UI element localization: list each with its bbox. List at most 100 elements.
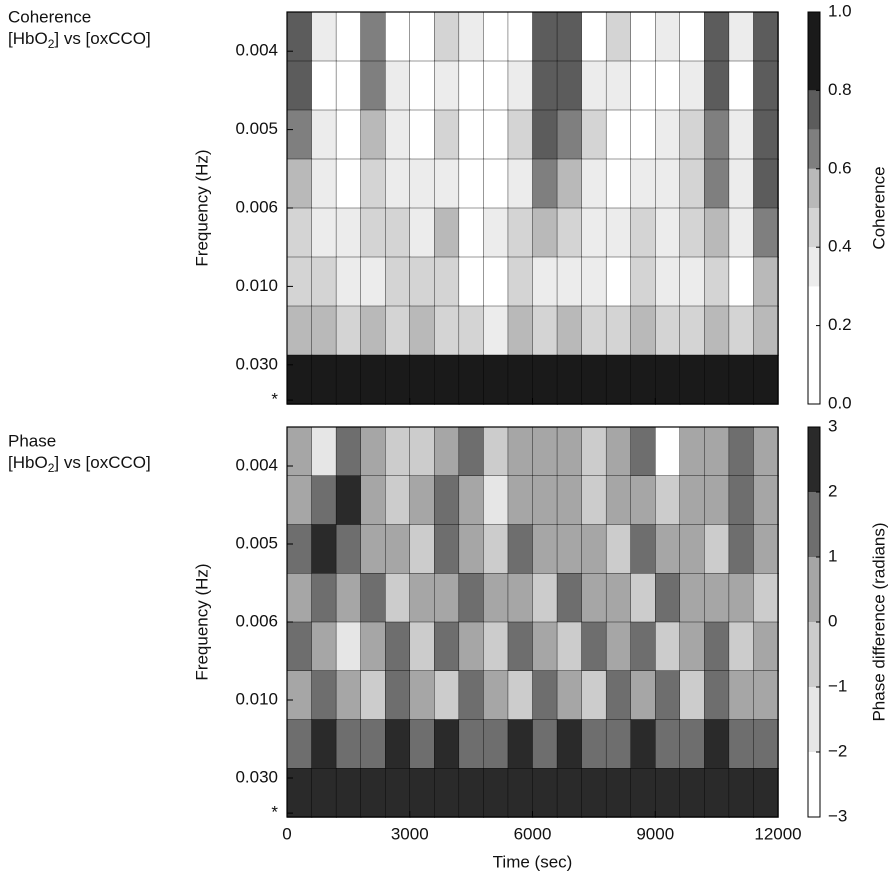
- heat-cell: [605, 158, 632, 209]
- heat-cell: [556, 207, 583, 258]
- heat-cell: [483, 670, 509, 721]
- heat-cell: [630, 11, 656, 62]
- heat-cell: [409, 158, 435, 209]
- heat-cell: [679, 60, 706, 111]
- heat-cell: [532, 524, 558, 574]
- heat-cell: [753, 475, 779, 526]
- heat-cell: [385, 207, 411, 258]
- colorbar-tick-label: 1.0: [828, 1, 852, 20]
- heat-cell: [335, 207, 362, 258]
- heat-cell: [335, 621, 362, 672]
- panel: Coherence[HbO2] vs [oxCCO]0.0040.0050.00…: [8, 1, 888, 412]
- heat-cell: [458, 426, 485, 477]
- heat-cell: [360, 305, 386, 356]
- heat-cell: [728, 207, 755, 258]
- heat-cell: [753, 256, 779, 307]
- heat-cell: [630, 719, 656, 769]
- heat-cell: [507, 719, 534, 769]
- heat-cell: [556, 621, 583, 672]
- x-tick-label: 9000: [636, 824, 674, 843]
- heat-cell: [335, 426, 362, 477]
- heat-cell: [286, 60, 313, 111]
- panel-label: Coherence: [8, 7, 91, 26]
- heat-cell: [385, 109, 411, 160]
- heat-cell: [335, 60, 362, 111]
- heat-cell: [286, 475, 313, 526]
- heat-cell: [556, 60, 583, 111]
- heat-cell: [335, 573, 362, 623]
- heat-cell: [385, 11, 411, 62]
- heat-cell: [704, 354, 730, 405]
- y-tick-label: 0.005: [235, 533, 278, 552]
- heat-cell: [556, 109, 583, 160]
- colorbar-tick-label: 0.0: [828, 393, 852, 412]
- heat-cell: [385, 621, 411, 672]
- y-tick-label: 0.030: [235, 767, 278, 786]
- heat-cell: [630, 426, 656, 477]
- heat-cell: [483, 426, 509, 477]
- sublabel-part: [HbO: [8, 29, 48, 48]
- heat-cell: [581, 11, 607, 62]
- x-tick-label: 6000: [514, 824, 552, 843]
- heat-cell: [409, 768, 435, 818]
- heat-cell: [458, 621, 485, 672]
- colorbar-tick-label: −1: [828, 676, 847, 695]
- heat-cell: [483, 524, 509, 574]
- heat-cell: [507, 11, 534, 62]
- heat-cell: [409, 670, 435, 721]
- heat-cell: [458, 305, 485, 356]
- heat-cell: [434, 475, 460, 526]
- heat-cell: [286, 670, 313, 721]
- heat-cell: [458, 109, 485, 160]
- heat-cell: [655, 60, 681, 111]
- heat-cell: [409, 524, 435, 574]
- heat-cell: [630, 256, 656, 307]
- heat-cell: [507, 109, 534, 160]
- heat-cell: [679, 11, 706, 62]
- heat-cell: [458, 354, 485, 405]
- colorbar-band: [808, 687, 820, 752]
- heat-cell: [532, 719, 558, 769]
- heat-cell: [434, 256, 460, 307]
- colorbar-band: [808, 247, 820, 287]
- heat-cell: [556, 670, 583, 721]
- heat-cell: [605, 207, 632, 258]
- heat-cell: [630, 109, 656, 160]
- heat-cell: [385, 256, 411, 307]
- heat-cell: [434, 158, 460, 209]
- heat-cell: [605, 426, 632, 477]
- heat-cell: [581, 207, 607, 258]
- colorbar-band: [808, 752, 820, 817]
- heat-cell: [728, 670, 755, 721]
- heat-cell: [434, 524, 460, 574]
- heat-cell: [728, 768, 755, 818]
- sublabel-part: 2: [48, 461, 55, 475]
- heat-cell: [507, 621, 534, 672]
- heat-cell: [556, 719, 583, 769]
- heat-cell: [605, 573, 632, 623]
- heat-cell: [360, 109, 386, 160]
- heat-cell: [753, 719, 779, 769]
- heat-cell: [556, 573, 583, 623]
- colorbar-band: [808, 557, 820, 622]
- heat-cell: [385, 305, 411, 356]
- heat-cell: [483, 158, 509, 209]
- heat-cell: [335, 719, 362, 769]
- heat-cell: [605, 670, 632, 721]
- heat-cell: [286, 109, 313, 160]
- heat-cell: [581, 475, 607, 526]
- colorbar-band: [808, 208, 820, 248]
- heat-cell: [434, 573, 460, 623]
- colorbar-band: [808, 90, 820, 130]
- colorbar-band: [808, 492, 820, 557]
- colorbar-label: Phase difference (radians): [869, 522, 888, 721]
- heat-cell: [458, 670, 485, 721]
- heat-cell: [532, 621, 558, 672]
- heat-cell: [286, 11, 313, 62]
- heat-cell: [704, 621, 730, 672]
- heat-cell: [483, 256, 509, 307]
- heat-cell: [409, 60, 435, 111]
- heat-cell: [409, 109, 435, 160]
- heat-cell: [728, 354, 755, 405]
